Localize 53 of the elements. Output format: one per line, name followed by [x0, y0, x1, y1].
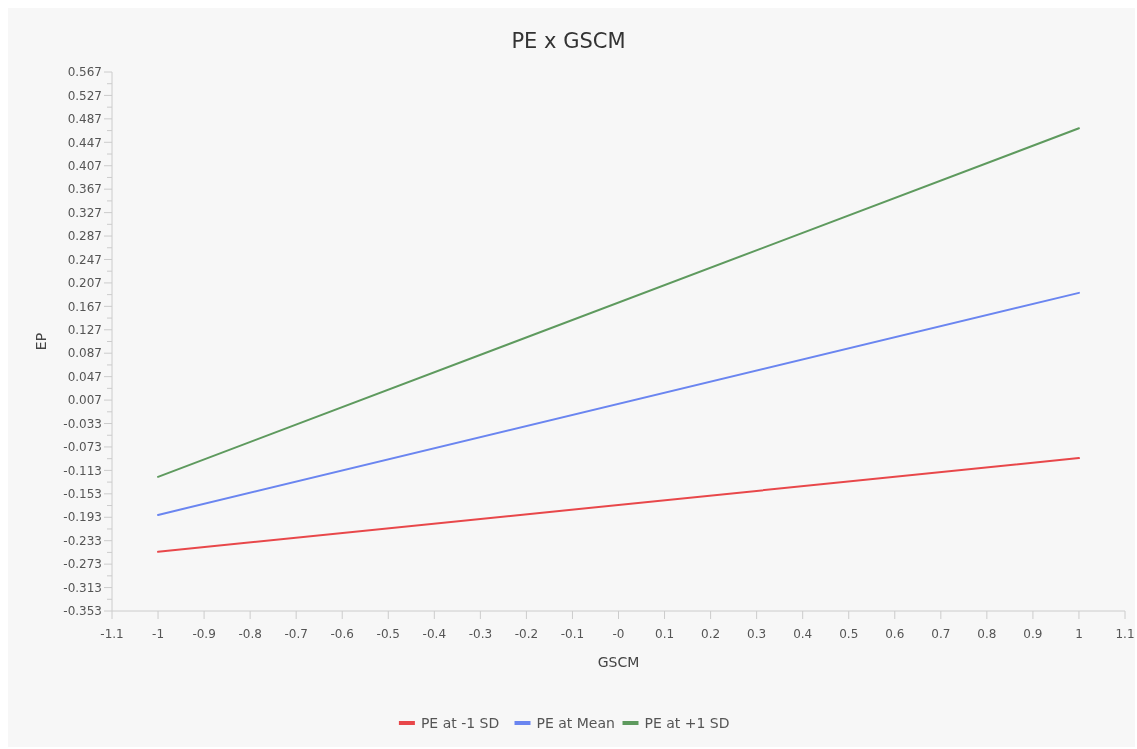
y-tick-label: 0.207	[67, 276, 102, 291]
y-tick-label: 0.167	[67, 299, 102, 314]
legend-label: PE at Mean	[536, 714, 615, 731]
x-tick-label: -0.1	[560, 627, 585, 641]
x-tick-label: -1.1	[100, 627, 124, 641]
x-tick-label: -0.5	[376, 627, 400, 641]
x-tick-label: 0.2	[701, 627, 721, 641]
y-tick-label: -0.033	[63, 416, 102, 431]
x-tick-label: -0	[612, 627, 625, 641]
y-tick-label: 0.327	[67, 205, 102, 220]
y-tick-label: 0.287	[67, 229, 102, 244]
x-tick-label: -0.2	[514, 627, 539, 641]
y-axis-title: EP	[33, 332, 49, 351]
x-tick-label: -1	[152, 627, 165, 641]
y-tick-label: 0.127	[67, 322, 102, 337]
y-tick-label: 0.247	[67, 252, 102, 267]
x-tick-label: 0.5	[839, 627, 859, 641]
x-tick-label: -0.6	[330, 627, 354, 641]
y-tick-label: 0.487	[67, 112, 102, 127]
y-tick-label: 0.087	[67, 346, 102, 361]
x-tick-label: -0.4	[422, 627, 447, 641]
y-tick-label: -0.073	[63, 440, 102, 455]
x-tick-label: 0.6	[885, 627, 905, 641]
x-tick-label: 0.8	[977, 627, 997, 641]
y-tick-label: -0.193	[63, 510, 102, 525]
legend-label: PE at -1 SD	[420, 714, 500, 731]
x-tick-label: 0.9	[1023, 627, 1043, 641]
y-tick-label: 0.447	[67, 135, 102, 150]
x-tick-label: -0.8	[238, 627, 262, 641]
x-axis-title: GSCM	[597, 654, 640, 670]
y-tick-label: -0.113	[63, 463, 102, 478]
y-tick-label: -0.233	[63, 533, 102, 548]
x-tick-label: 0.4	[793, 627, 813, 641]
y-tick-label: 0.047	[67, 369, 102, 384]
y-tick-label: 0.007	[67, 393, 102, 408]
x-tick-label: 1	[1075, 627, 1083, 641]
x-tick-label: -0.9	[192, 627, 216, 641]
chart-title: PE x GSCM	[511, 29, 626, 53]
x-tick-label: 0.1	[655, 627, 675, 641]
y-tick-label: 0.567	[67, 65, 102, 80]
legend-label: PE at +1 SD	[644, 714, 730, 731]
y-tick-label: 0.527	[67, 88, 102, 103]
x-tick-label: 1.1	[1115, 627, 1135, 641]
y-tick-label: 0.367	[67, 182, 102, 197]
x-tick-label: -0.3	[468, 627, 493, 641]
y-tick-label: -0.153	[63, 487, 102, 502]
x-tick-label: -0.7	[284, 627, 308, 641]
y-tick-label: -0.273	[63, 557, 102, 572]
y-tick-label: 0.407	[67, 158, 102, 173]
x-tick-label: 0.3	[747, 627, 767, 641]
x-tick-label: 0.7	[931, 627, 951, 641]
y-tick-label: -0.353	[63, 604, 102, 619]
y-tick-label: -0.313	[63, 580, 102, 595]
